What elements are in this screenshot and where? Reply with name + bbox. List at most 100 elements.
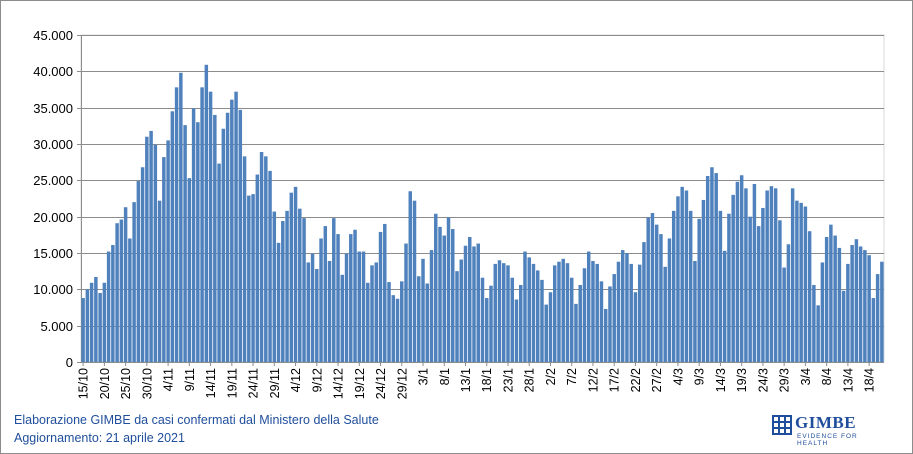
x-tick-label: 20/10 — [98, 368, 112, 399]
bar — [769, 186, 774, 362]
bar — [502, 263, 506, 362]
bar — [506, 265, 510, 362]
bar — [625, 253, 629, 362]
bar — [582, 268, 587, 362]
bar — [790, 188, 795, 362]
bar — [404, 243, 408, 362]
bar — [616, 261, 621, 362]
bar — [366, 282, 370, 362]
bars — [81, 64, 884, 363]
bar — [863, 250, 867, 362]
bar — [786, 244, 791, 362]
bar — [816, 305, 820, 362]
y-tick-label: 5.000 — [40, 319, 73, 334]
bar — [98, 292, 102, 362]
bar — [591, 260, 595, 362]
bar — [276, 242, 281, 362]
bar — [234, 91, 238, 363]
bar — [476, 243, 480, 362]
bar — [599, 281, 604, 362]
x-tick-label: 3/1 — [417, 368, 431, 385]
bar — [867, 255, 871, 362]
bar — [340, 274, 345, 362]
x-tick-label: 4/11 — [162, 368, 176, 391]
bar — [157, 200, 162, 362]
bar — [196, 122, 200, 362]
x-tick-label: 18/4 — [863, 368, 877, 392]
bar — [247, 195, 251, 362]
bar — [349, 234, 353, 362]
bar — [183, 125, 187, 362]
x-tick-label: 24/3 — [756, 368, 770, 392]
bar — [858, 246, 863, 362]
bar — [850, 245, 854, 362]
bar — [259, 151, 264, 362]
bar — [846, 263, 850, 362]
bar — [361, 251, 366, 362]
x-tick-label: 13/4 — [841, 368, 855, 392]
x-tick-label: 19/12 — [353, 368, 367, 399]
y-tick-label: 30.000 — [33, 137, 73, 152]
x-tick-label: 14/12 — [332, 368, 346, 399]
x-tick-label: 30/10 — [140, 368, 154, 399]
bar — [327, 260, 332, 362]
bar — [497, 260, 502, 362]
bar — [417, 276, 421, 362]
bar — [225, 112, 230, 362]
bar — [739, 175, 744, 362]
bar — [646, 217, 650, 362]
bar — [106, 251, 111, 362]
bar — [230, 99, 234, 363]
bar — [446, 217, 451, 362]
bar — [310, 253, 315, 362]
bar — [697, 218, 701, 362]
bar — [289, 192, 294, 362]
bar — [731, 194, 735, 362]
bar — [650, 213, 655, 362]
bar — [531, 263, 536, 362]
bar — [94, 276, 98, 362]
x-tick-label: 3/4 — [799, 368, 813, 385]
bar — [705, 175, 710, 362]
x-tick-label: 8/1 — [438, 368, 452, 385]
bar — [782, 267, 786, 362]
bar — [586, 251, 591, 362]
bar — [833, 235, 837, 362]
bar — [561, 258, 565, 362]
bar — [429, 250, 434, 362]
bar — [438, 226, 442, 362]
y-tick-label: 0 — [66, 355, 73, 370]
bar — [468, 237, 472, 362]
bar — [654, 224, 659, 362]
bar — [89, 282, 94, 362]
bar — [854, 239, 859, 362]
bar — [132, 202, 136, 362]
bar — [434, 213, 438, 362]
bar — [408, 191, 413, 362]
bar — [472, 246, 476, 362]
x-tick-label: 4/12 — [289, 368, 303, 392]
bar — [204, 64, 209, 362]
x-tick-label: 18/1 — [480, 368, 494, 392]
bar — [824, 237, 829, 362]
bar — [633, 292, 638, 362]
x-tick-label: 9/12 — [310, 368, 324, 392]
bar — [722, 250, 727, 362]
bar — [306, 262, 311, 362]
bar — [208, 91, 213, 363]
bar — [119, 219, 124, 362]
bar — [166, 140, 170, 362]
bar — [268, 170, 272, 362]
bar — [213, 114, 217, 363]
bar — [748, 216, 752, 362]
bar — [841, 290, 846, 362]
bar — [663, 266, 667, 362]
bar — [336, 234, 340, 362]
bar — [684, 190, 689, 362]
bar — [480, 277, 485, 362]
bar — [187, 178, 192, 362]
bar — [221, 128, 226, 362]
bar — [391, 295, 396, 362]
y-tick-label: 45.000 — [33, 28, 73, 43]
